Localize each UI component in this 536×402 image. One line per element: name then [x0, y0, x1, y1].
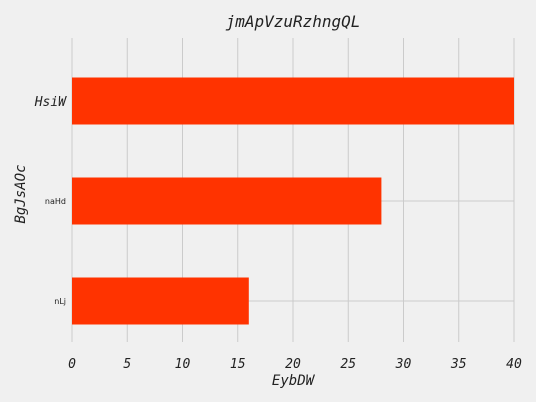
x-tick-label: 20 — [285, 357, 301, 372]
x-axis-label: EybDW — [272, 373, 316, 389]
bar — [72, 277, 249, 325]
x-tick-label: 15 — [230, 357, 246, 372]
x-tick-label: 25 — [340, 357, 356, 372]
x-tick-label: 40 — [506, 357, 522, 372]
bar — [72, 77, 514, 125]
y-axis-label: BgJsAOc — [13, 164, 29, 223]
chart-title: jmApVzuRzhngQL — [226, 12, 361, 31]
x-axis-ticks: 0 5 10 15 20 25 30 35 40 — [68, 357, 522, 372]
category-label: naHd — [45, 197, 66, 206]
x-tick-label: 5 — [123, 357, 131, 372]
y-axis-categories: HsiW naHd nLj — [34, 95, 67, 306]
bars — [72, 77, 514, 325]
x-tick-label: 10 — [175, 357, 191, 372]
x-tick-label: 0 — [68, 357, 76, 372]
category-label: HsiW — [34, 95, 67, 110]
category-label: nLj — [54, 297, 66, 306]
x-tick-label: 30 — [395, 357, 412, 372]
x-tick-label: 35 — [450, 357, 467, 372]
bar — [72, 177, 382, 225]
